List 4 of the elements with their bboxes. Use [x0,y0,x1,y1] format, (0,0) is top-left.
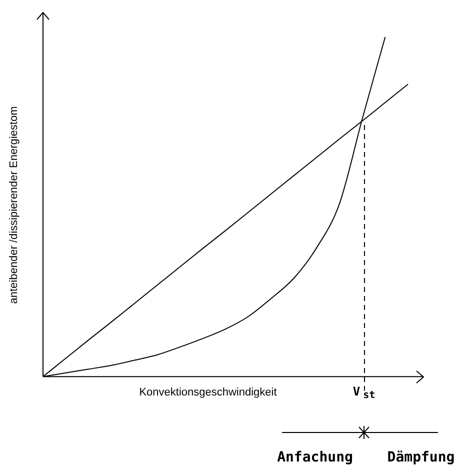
x-axis-title: Konvektionsgeschwindigkeit [139,386,277,399]
text: Dämpfung [387,450,455,466]
text: Anfachung [277,450,353,466]
y-axis-title: anteibender /dissipierender Energiestom [8,106,20,304]
